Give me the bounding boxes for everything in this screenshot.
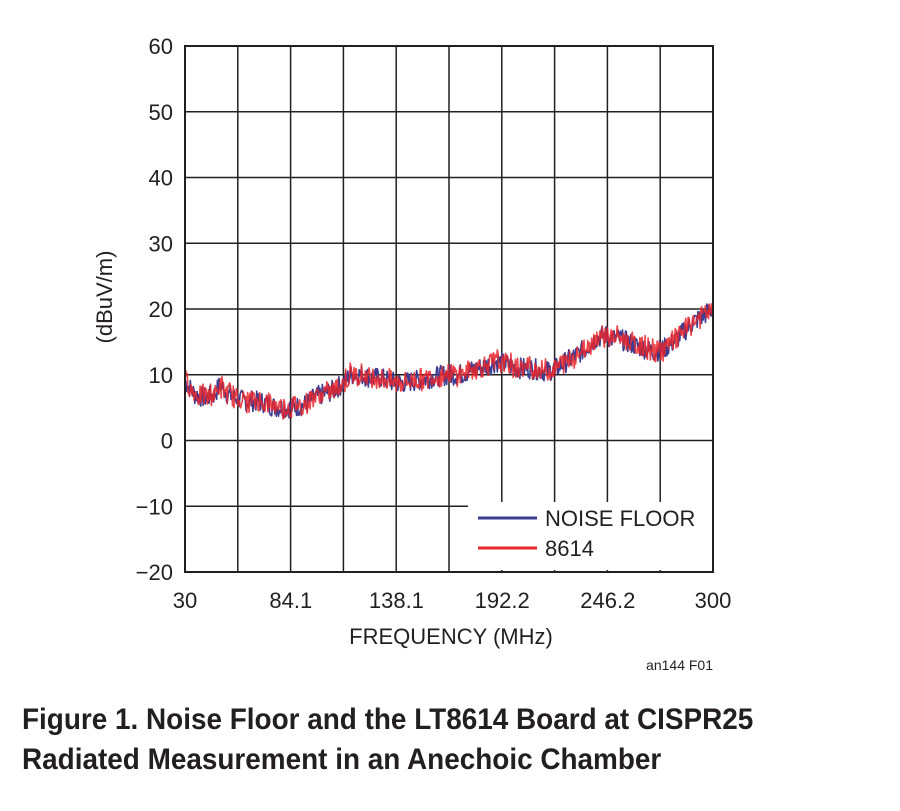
legend-entry: NOISE FLOOR <box>545 506 695 531</box>
y-tick-label: 50 <box>149 100 173 125</box>
plot-frame <box>184 45 714 573</box>
y-axis-title: (dBuV/m) <box>92 251 117 344</box>
y-tick-label: 60 <box>149 34 173 59</box>
y-tick-label: −20 <box>136 560 173 585</box>
x-axis-title: FREQUENCY (MHz) <box>349 624 553 649</box>
x-tick-label: 246.2 <box>580 588 635 613</box>
y-tick-label: 10 <box>149 363 173 388</box>
y-tick-label: 20 <box>149 297 173 322</box>
y-tick-label: 40 <box>149 166 173 191</box>
x-tick-label: 84.1 <box>269 588 312 613</box>
chart: −20 −10 0 10 20 30 40 50 60 30 84.1 138.1 192.2 246.… <box>92 34 732 673</box>
caption-line-2: Radiated Measurement in an Anechoic Cham… <box>22 743 662 776</box>
figure-code: an144 F01 <box>646 657 713 673</box>
x-tick-label: 138.1 <box>369 588 424 613</box>
caption-line-1: Figure 1. Noise Floor and the LT8614 Boa… <box>22 703 754 736</box>
legend: NOISE FLOOR 8614 <box>468 502 712 570</box>
legend-entry: 8614 <box>545 536 594 561</box>
x-tick-label: 192.2 <box>475 588 530 613</box>
x-tick-label: 30 <box>173 588 197 613</box>
y-tick-labels: −20 −10 0 10 20 30 40 50 60 <box>136 34 173 585</box>
y-tick-label: −10 <box>136 494 173 519</box>
series-layer <box>184 298 714 420</box>
y-tick-label: 0 <box>161 429 173 454</box>
x-tick-labels: 30 84.1 138.1 192.2 246.2 300 <box>173 588 732 613</box>
figure-caption: Figure 1. Noise Floor and the LT8614 Boa… <box>22 700 822 780</box>
y-tick-label: 30 <box>149 231 173 256</box>
series-line-8614 <box>184 298 714 420</box>
x-tick-label: 300 <box>695 588 732 613</box>
legend-background <box>468 502 712 570</box>
grid <box>185 46 713 572</box>
